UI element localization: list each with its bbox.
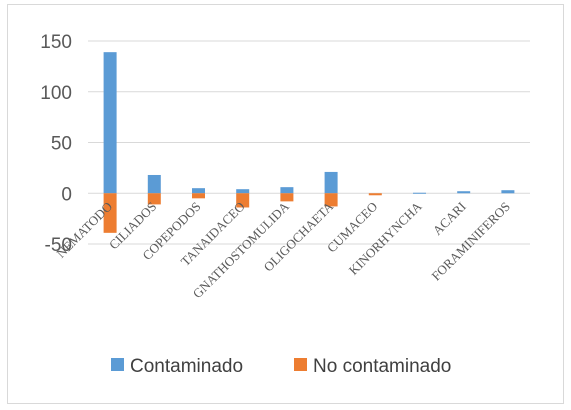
bar-contaminado-foraminiferos <box>501 190 515 194</box>
bars <box>103 52 515 233</box>
bar-no-contaminado-copepodos <box>192 193 205 199</box>
x-tick-label: FORAMINIFEROS <box>428 199 513 284</box>
bar-no-contaminado-oligochaeta <box>324 193 338 207</box>
legend-swatch-contaminado <box>111 358 124 371</box>
y-tick-label: 100 <box>40 83 72 104</box>
chart-frame <box>7 4 564 404</box>
x-tick-label: ACARI <box>430 199 469 238</box>
bar-no-contaminado-tanaidaceo <box>236 193 250 208</box>
bar-contaminado-gnathostomulida <box>280 187 294 194</box>
legend-label-no-contaminado: No contaminado <box>313 356 451 377</box>
legend: Contaminado No contaminado <box>111 356 451 377</box>
bar-contaminado-nematodo <box>103 52 117 194</box>
legend-label-contaminado: Contaminado <box>130 356 243 377</box>
bar-no-contaminado-cumaceo <box>368 193 382 196</box>
bar-no-contaminado-gnathostomulida <box>280 193 294 202</box>
x-axis-ticks: NEMATODOCILIADOSCOPEPODOSTANAIDACEOGNATH… <box>53 198 513 301</box>
bar-no-contaminado-nematodo <box>103 193 117 233</box>
y-axis-ticks: 150 100 50 0 -50 <box>40 32 72 256</box>
y-tick-label: 150 <box>40 32 72 53</box>
gridlines <box>88 40 530 245</box>
bar-no-contaminado-ciliados <box>147 193 161 205</box>
y-tick-label: 50 <box>51 134 72 155</box>
bar-contaminado-tanaidaceo <box>236 189 250 194</box>
bar-contaminado-ciliados <box>147 174 161 194</box>
y-tick-label: -50 <box>45 235 72 256</box>
bar-contaminado-copepodos <box>192 188 205 194</box>
y-tick-label: 0 <box>61 184 72 205</box>
bar-contaminado-acari <box>457 191 471 194</box>
bar-contaminado-kinorhyncha <box>413 192 426 194</box>
legend-swatch-no-contaminado <box>294 358 307 371</box>
bar-contaminado-oligochaeta <box>324 171 338 194</box>
